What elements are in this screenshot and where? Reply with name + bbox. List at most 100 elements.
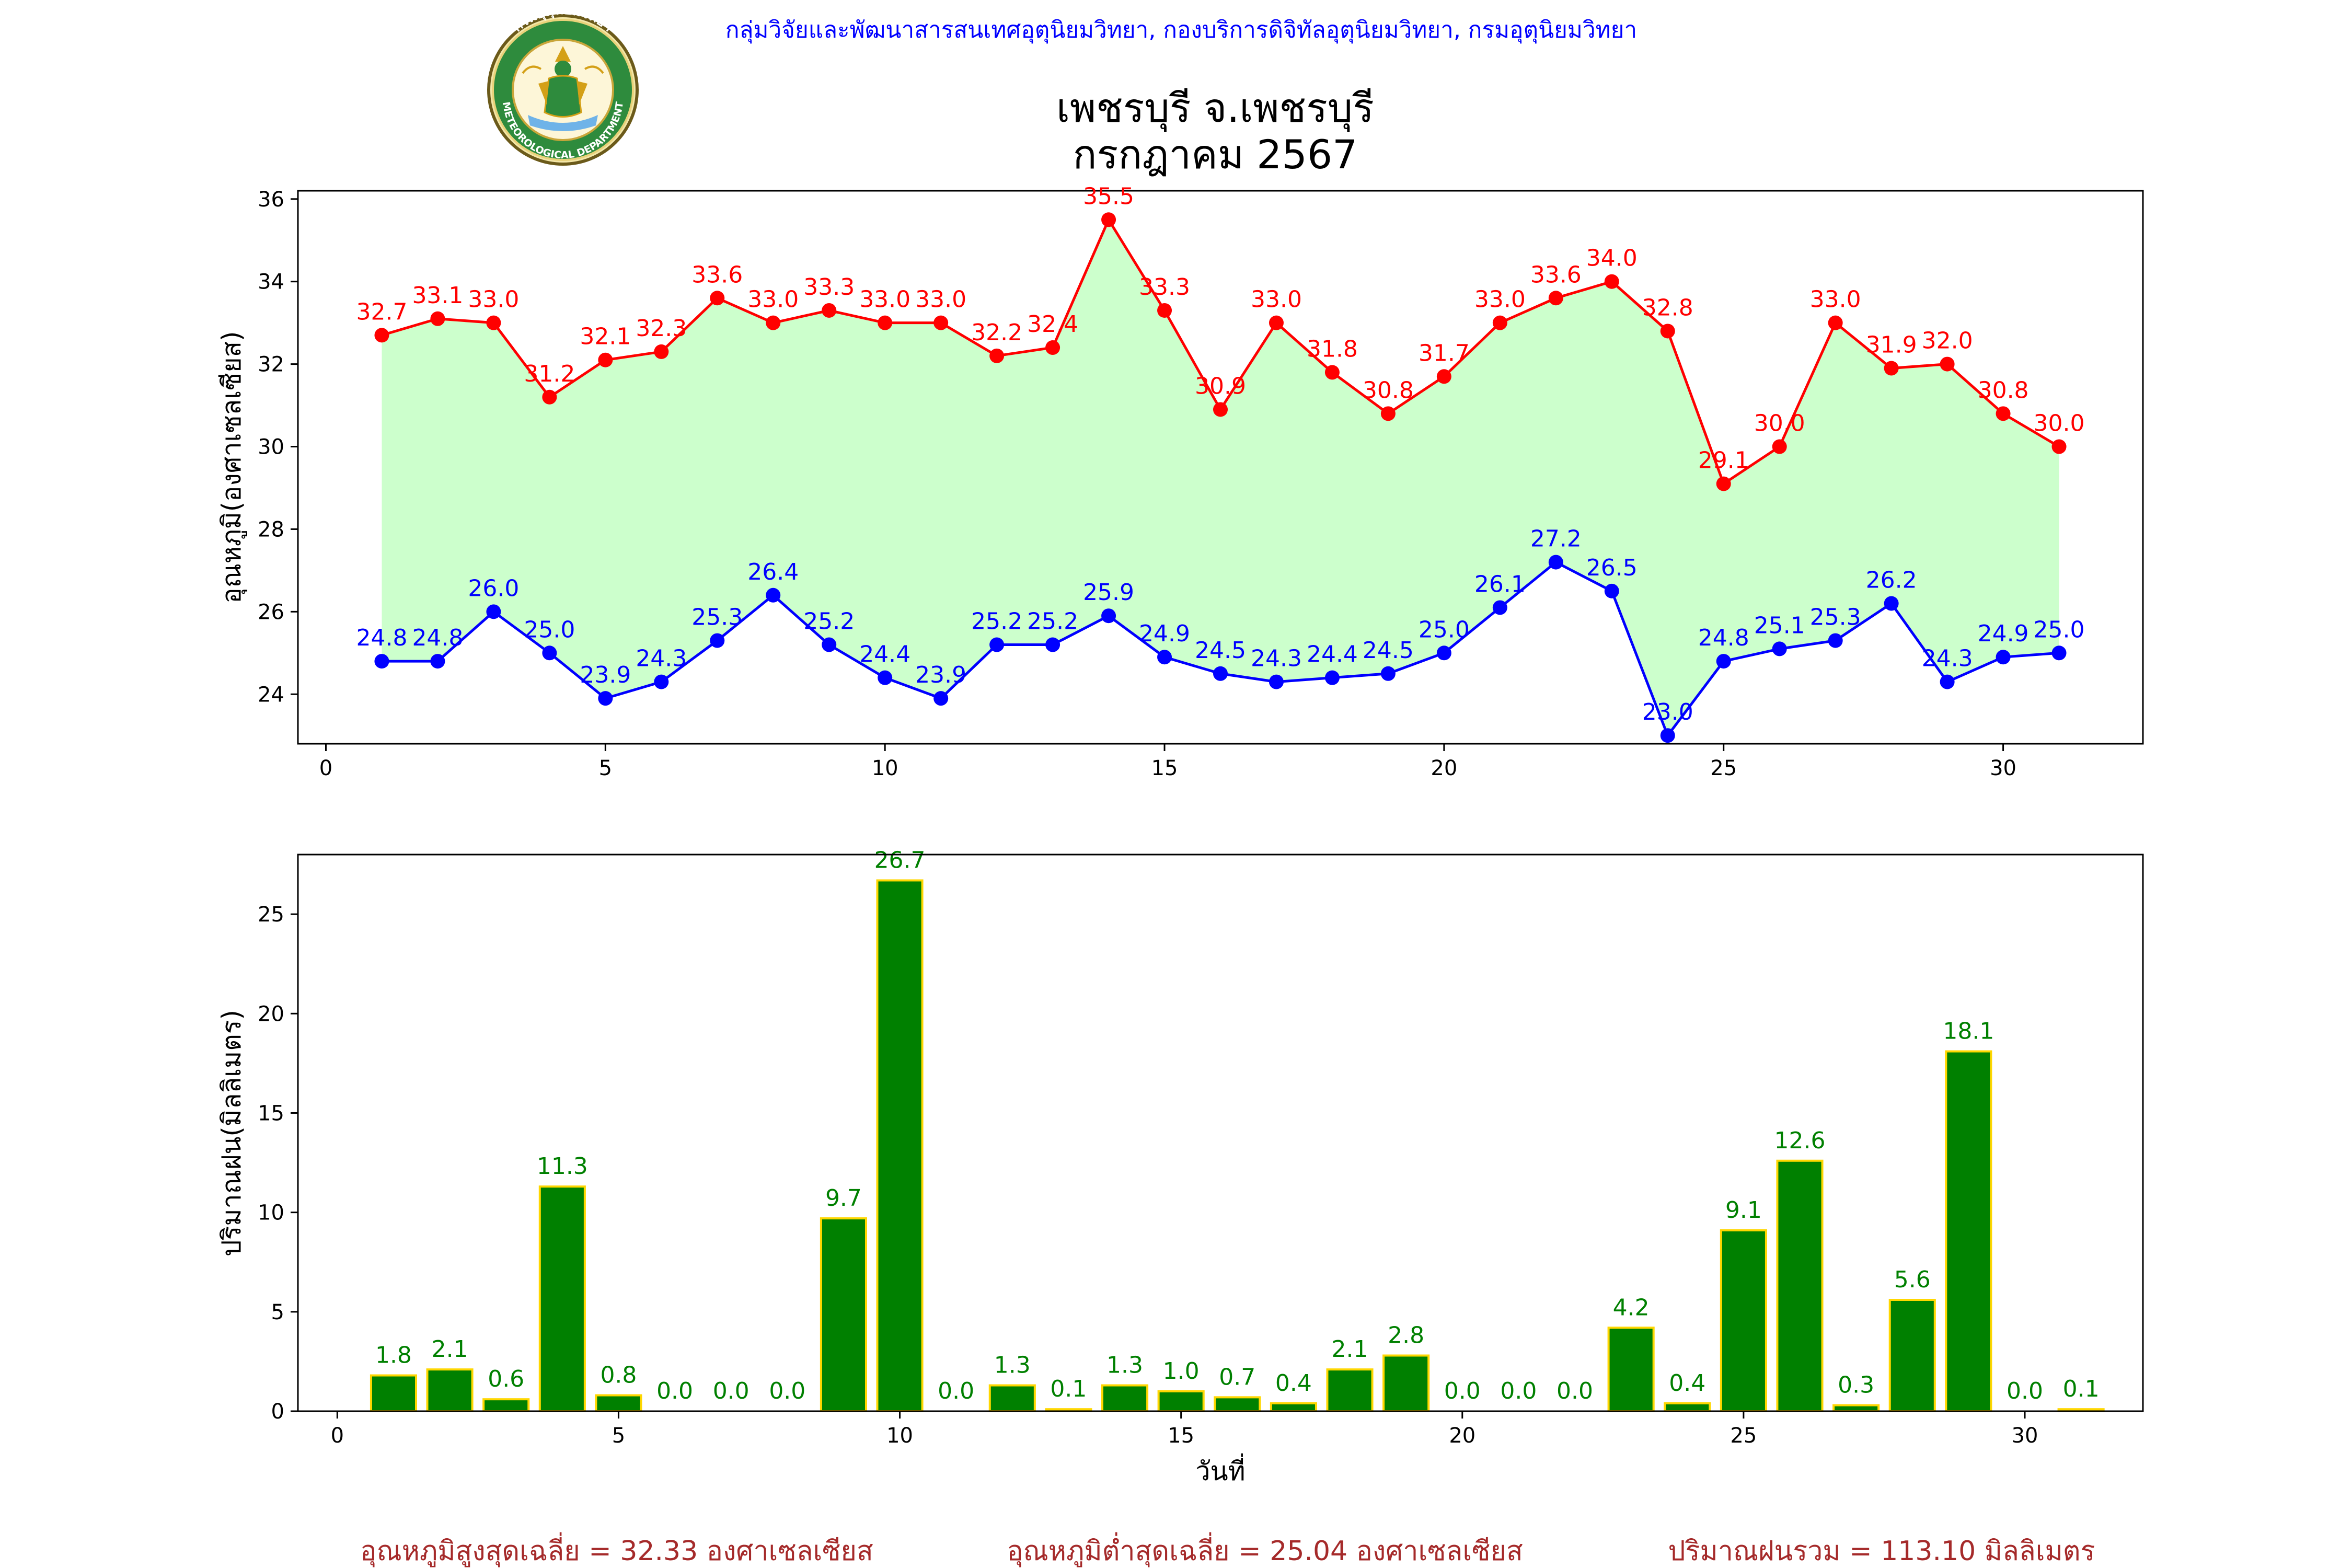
rainfall-bar xyxy=(820,1217,867,1412)
rainfall-value-label: 0.4 xyxy=(1275,1370,1312,1397)
temperature-y-tick-label: 28 xyxy=(258,517,284,541)
rainfall-x-tick-label: 20 xyxy=(1449,1424,1475,1448)
rainfall-x-axis-label: วันที่ xyxy=(1195,1454,1245,1486)
temperature-min-point xyxy=(2051,645,2067,661)
temperature-max-point xyxy=(1436,369,1451,384)
temperature-min-value-label: 26.5 xyxy=(1586,555,1638,581)
temperature-max-point xyxy=(1157,303,1172,318)
rainfall-bar xyxy=(1326,1368,1374,1412)
rainfall-bar xyxy=(1945,1050,1992,1412)
temperature-max-value-label: 34.0 xyxy=(1586,245,1638,272)
temperature-min-point xyxy=(766,587,781,603)
chart-subtitle: กรกฎาคม 2567 xyxy=(1073,131,1357,178)
temperature-min-value-label: 25.2 xyxy=(971,608,1022,635)
temperature-min-value-label: 23.0 xyxy=(1642,699,1693,725)
temperature-max-value-label: 31.8 xyxy=(1307,336,1358,362)
rainfall-bar xyxy=(1382,1354,1430,1412)
rainfall-value-label: 9.7 xyxy=(825,1185,862,1212)
temperature-min-point xyxy=(1157,650,1172,665)
temperature-max-point xyxy=(542,389,557,405)
average-max-temperature-summary: อุณหภูมิสูงสุดเฉลี่ย = 32.33 องศาเซลเซีย… xyxy=(360,1532,873,1567)
rainfall-bar xyxy=(426,1368,474,1412)
rainfall-bar xyxy=(1664,1402,1711,1412)
temperature-max-value-label: 30.9 xyxy=(1195,373,1246,399)
temperature-max-value-label: 33.3 xyxy=(1139,274,1190,301)
temperature-min-point xyxy=(1213,666,1228,681)
rainfall-bar xyxy=(1101,1384,1149,1412)
rainfall-value-label: 2.1 xyxy=(1332,1336,1368,1363)
temperature-min-point xyxy=(430,654,445,669)
rainfall-value-label: 0.1 xyxy=(1050,1376,1087,1402)
rainfall-value-label: 1.3 xyxy=(1106,1352,1143,1379)
rainfall-chart: 1.8 2.1 0.6 11.3 0.8 0.0 0.0 0.0 9.7 26.7 0.0 1.3 0.… xyxy=(216,847,2144,1486)
temperature-min-value-label: 25.1 xyxy=(1754,612,1805,639)
rainfall-value-label: 1.8 xyxy=(375,1342,412,1369)
temperature-max-point xyxy=(766,315,781,330)
temperature-max-value-label: 29.1 xyxy=(1698,447,1749,474)
rainfall-bar xyxy=(1607,1327,1655,1412)
temperature-y-tick-label: 32 xyxy=(258,353,284,377)
rainfall-value-label: 5.6 xyxy=(1894,1266,1931,1293)
rainfall-value-label: 0.0 xyxy=(938,1378,974,1404)
rainfall-y-tick-label: 5 xyxy=(271,1300,284,1324)
temperature-max-value-label: 33.0 xyxy=(859,286,910,313)
temperature-min-point xyxy=(1996,650,2011,665)
temperature-min-point xyxy=(598,691,613,706)
temperature-max-point xyxy=(822,303,837,318)
temperature-max-point xyxy=(2051,439,2067,454)
temperature-min-value-label: 25.0 xyxy=(2034,616,2085,643)
temperature-min-value-label: 27.2 xyxy=(1530,526,1582,552)
temperature-min-value-label: 26.4 xyxy=(747,559,799,585)
temperature-min-value-label: 26.1 xyxy=(1474,571,1526,597)
rainfall-value-label: 2.1 xyxy=(432,1336,468,1363)
temperature-min-point xyxy=(654,674,669,689)
temperature-max-point xyxy=(989,348,1005,363)
temperature-min-value-label: 25.2 xyxy=(803,608,855,635)
temperature-max-value-label: 31.9 xyxy=(1866,332,1917,359)
temperature-max-value-label: 32.7 xyxy=(356,298,407,325)
temperature-max-value-label: 30.0 xyxy=(2034,410,2085,437)
rainfall-bar xyxy=(1214,1396,1261,1412)
average-min-temperature-summary: อุณหภูมิต่ำสุดเฉลี่ย = 25.04 องศาเซลเซีย… xyxy=(1007,1532,1523,1567)
temperature-min-point xyxy=(1548,555,1563,570)
rainfall-value-label: 18.1 xyxy=(1943,1018,1994,1045)
temperature-min-point xyxy=(878,670,893,685)
rainfall-bar xyxy=(1832,1404,1880,1413)
temperature-min-value-label: 26.2 xyxy=(1866,567,1917,594)
rainfall-bar xyxy=(876,879,924,1412)
temperature-max-point xyxy=(1660,324,1675,339)
temperature-min-value-label: 24.9 xyxy=(1978,620,2029,647)
temperature-min-point xyxy=(542,645,557,661)
temperature-min-point xyxy=(1884,596,1899,611)
rainfall-x-tick-label: 30 xyxy=(2012,1424,2038,1448)
temperature-max-value-label: 33.6 xyxy=(691,261,743,288)
rainfall-bar xyxy=(370,1374,418,1412)
rainfall-value-label: 0.6 xyxy=(488,1366,524,1392)
temperature-x-tick-label: 20 xyxy=(1431,756,1457,780)
rainfall-value-label: 0.3 xyxy=(1838,1372,1874,1399)
temperature-max-point xyxy=(654,344,669,359)
rainfall-value-label: 0.0 xyxy=(769,1378,805,1404)
temperature-max-point xyxy=(1548,291,1563,306)
rainfall-bar xyxy=(1720,1229,1767,1412)
temperature-min-value-label: 24.3 xyxy=(1251,645,1302,672)
temperature-max-point xyxy=(486,315,501,330)
temperature-x-tick-label: 25 xyxy=(1710,756,1737,780)
temperature-max-value-label: 31.2 xyxy=(524,361,575,387)
temperature-max-value-label: 32.8 xyxy=(1642,294,1693,321)
rainfall-value-label: 0.0 xyxy=(2007,1378,2043,1404)
rainfall-value-label: 0.1 xyxy=(2063,1376,2100,1402)
temperature-max-value-label: 31.7 xyxy=(1419,340,1470,366)
logo-deity-figure xyxy=(522,46,604,131)
temperature-max-point xyxy=(878,315,893,330)
temperature-max-point xyxy=(1940,356,1955,372)
rainfall-value-label: 0.4 xyxy=(1669,1370,1705,1397)
temperature-max-value-label: 33.0 xyxy=(1474,286,1526,313)
temperature-x-tick-label: 30 xyxy=(1990,756,2016,780)
temperature-min-value-label: 24.3 xyxy=(1922,645,1973,672)
temperature-max-value-label: 33.0 xyxy=(1251,286,1302,313)
rainfall-value-label: 4.2 xyxy=(1613,1294,1650,1321)
rainfall-y-tick-label: 25 xyxy=(258,903,284,927)
